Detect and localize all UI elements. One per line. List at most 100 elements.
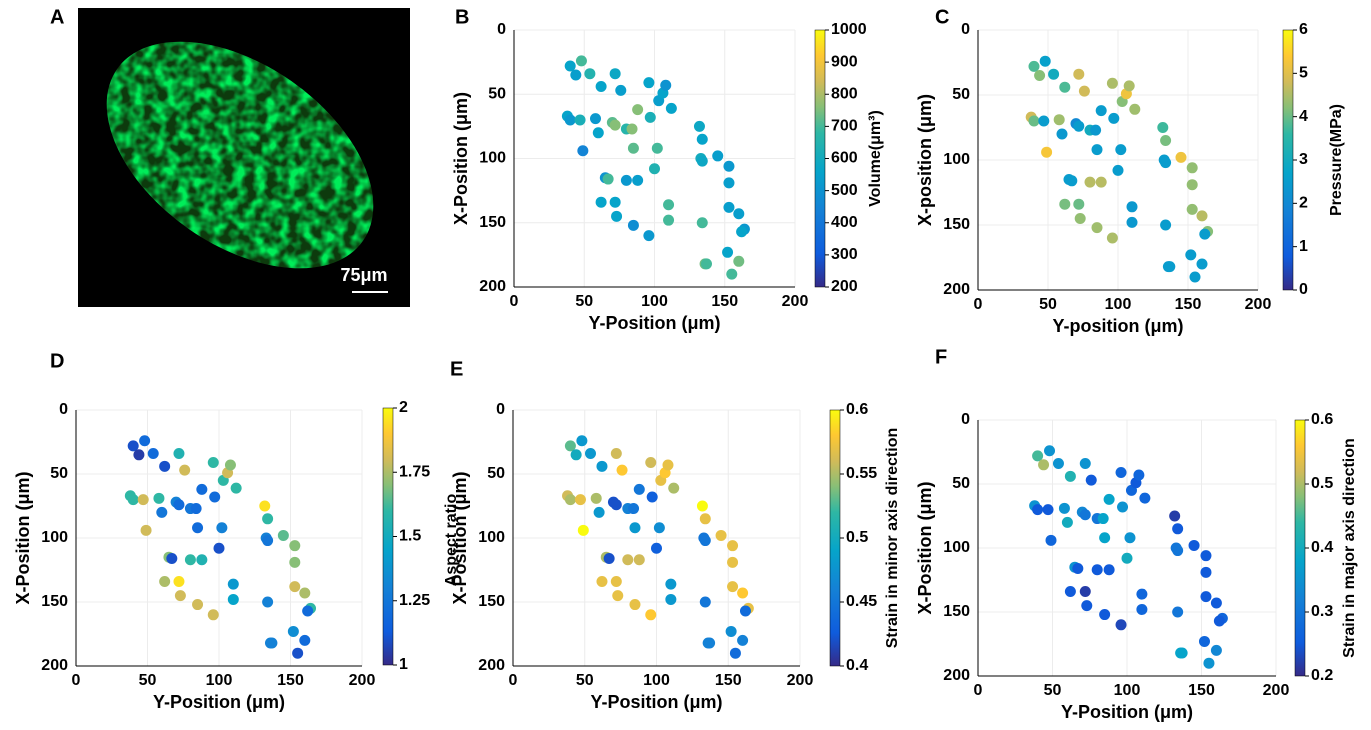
- scatter-point: [1073, 120, 1085, 132]
- scatter-point: [137, 494, 149, 506]
- colorbar-tick-label: 500: [831, 182, 858, 199]
- scatter-point: [649, 163, 660, 175]
- scatter-point: [292, 647, 304, 659]
- scatter-point: [596, 460, 608, 472]
- x-axis-label: Y-Position (μm): [1061, 702, 1193, 722]
- scatter-point: [1074, 213, 1086, 224]
- scatter-point: [140, 524, 152, 536]
- scatter-point: [712, 150, 724, 162]
- colorbar-tick-label: 1000: [831, 21, 867, 38]
- colorbar-tick-label: 2: [1299, 195, 1308, 212]
- scatter-point: [1066, 175, 1078, 187]
- colorbar-tick-label: 0.5: [846, 529, 868, 546]
- scatter-point: [696, 133, 708, 145]
- y-axis-label: X-Position (μm): [915, 481, 935, 614]
- scatter-point: [127, 440, 139, 452]
- colorbar-tick-label: 0.2: [1311, 667, 1333, 684]
- colorbar: [814, 29, 826, 288]
- colorbar-label: Volume(μm³): [867, 110, 884, 207]
- scatter-point: [1175, 151, 1187, 163]
- scatter-point: [646, 491, 658, 503]
- scatter-point: [699, 513, 711, 525]
- scatter-point: [1028, 115, 1040, 127]
- colorbar-tick-label: 0.6: [846, 401, 868, 418]
- scatter-point: [612, 590, 624, 602]
- x-axis-label: Y-position (μm): [1052, 316, 1183, 336]
- colorbar-tick-label: 800: [831, 85, 858, 102]
- x-tick-label: 100: [641, 293, 668, 310]
- scatter-point: [1028, 60, 1040, 72]
- scatter-point: [574, 494, 586, 506]
- scatter-point: [609, 196, 621, 208]
- scatter-point: [1059, 198, 1071, 210]
- y-axis-label: X-Position (μm): [450, 471, 470, 604]
- scatter-point: [192, 522, 204, 534]
- x-tick-label: 100: [1114, 682, 1141, 699]
- x-tick-label: 50: [575, 293, 593, 310]
- scatter-point: [159, 460, 171, 472]
- scatter-point: [1091, 564, 1103, 576]
- colorbar-label: Strain in major axis direction: [1341, 438, 1358, 658]
- colorbar-tick-label: 3: [1299, 151, 1308, 168]
- scatter-point: [1079, 458, 1091, 470]
- scatter-point: [611, 210, 623, 222]
- x-tick-label: 0: [72, 672, 81, 689]
- x-tick-label: 100: [206, 672, 233, 689]
- colorbar-tick-label: 0.55: [846, 465, 877, 482]
- scatter-point: [1042, 504, 1054, 516]
- scatter-point: [266, 637, 278, 649]
- scatter-point: [596, 576, 608, 588]
- panel-label: E: [450, 358, 463, 380]
- colorbar: [1294, 419, 1306, 677]
- colorbar-label: Aspect ratio: [443, 494, 460, 587]
- scatter-point: [1099, 532, 1111, 544]
- scatter-point: [620, 174, 632, 186]
- y-tick-label: 200: [479, 278, 506, 295]
- x-tick-label: 0: [509, 672, 518, 689]
- colorbar-tick-label: 0.4: [846, 657, 868, 674]
- scatter-point: [259, 500, 271, 512]
- scatter-point: [230, 482, 242, 494]
- scatter-point: [1186, 203, 1198, 215]
- colorbar-tick-label: 600: [831, 150, 858, 167]
- scatter-point: [1032, 450, 1044, 462]
- colorbar-tick-label: 900: [831, 53, 858, 70]
- scatter-point: [663, 199, 675, 211]
- scatter-point: [737, 587, 749, 599]
- scatter-point: [632, 174, 644, 186]
- x-tick-label: 50: [1044, 682, 1062, 699]
- scatter-point: [166, 552, 178, 564]
- scatter-point: [302, 605, 314, 617]
- scatter-point: [575, 55, 587, 67]
- scatter-point: [715, 529, 727, 541]
- scatter-point: [1072, 562, 1084, 574]
- scatter-point: [216, 522, 228, 534]
- panel-label: D: [50, 350, 64, 372]
- x-tick-label: 200: [782, 293, 809, 310]
- scatter-point: [693, 120, 705, 132]
- scatter-point: [651, 142, 663, 154]
- scatter-point: [127, 494, 139, 506]
- scatter-point: [289, 540, 301, 552]
- scatter-point: [626, 123, 638, 135]
- x-tick-label: 200: [1263, 682, 1290, 699]
- y-tick-label: 150: [479, 214, 506, 231]
- scatter-point: [1196, 258, 1208, 270]
- x-tick-label: 100: [643, 672, 670, 689]
- y-tick-label: 100: [943, 539, 970, 556]
- colorbar-tick-label: 1.25: [399, 592, 430, 609]
- scatter-point: [1196, 210, 1208, 222]
- scatter-point: [726, 268, 738, 280]
- scatter-point: [577, 524, 589, 536]
- y-axis-label: X-Position (μm): [13, 471, 33, 604]
- scatter-point: [632, 104, 644, 116]
- scatter-point: [1038, 459, 1050, 471]
- y-tick-label: 150: [478, 593, 505, 610]
- scatter-point: [299, 587, 311, 599]
- scatter-point: [262, 596, 274, 608]
- scatter-point: [289, 581, 301, 593]
- scatter-point: [584, 448, 596, 460]
- scatter-point: [610, 448, 622, 460]
